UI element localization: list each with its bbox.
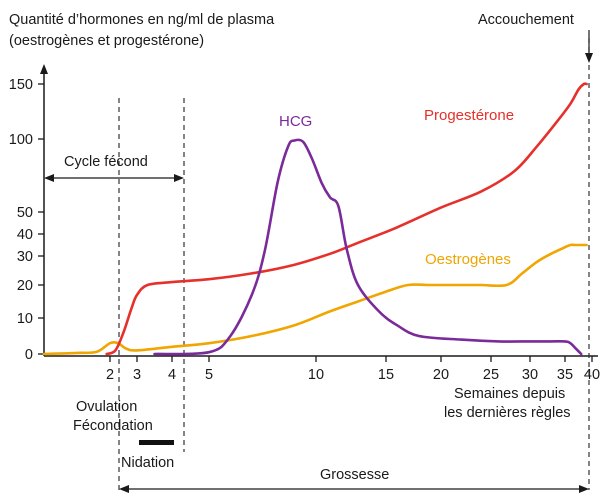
y-tick-label: 10 <box>17 311 33 327</box>
x-tick-label: 4 <box>168 367 176 383</box>
nidation-label: Nidation <box>121 455 174 471</box>
x-axis-label-line-2: les dernières règles <box>444 405 571 421</box>
cycle-fecond-label: Cycle fécond <box>64 154 148 170</box>
chart-title-line-2: (oestrogènes et progestérone) <box>9 33 204 49</box>
grossesse-arrow-right <box>579 485 589 493</box>
series-label-hcg: HCG <box>279 113 312 130</box>
series-lines <box>42 82 588 356</box>
axes <box>40 64 598 357</box>
nidation-bar <box>139 440 174 445</box>
y-tick-label: 30 <box>17 249 33 265</box>
series-label-progesterone: Progestérone <box>424 107 514 124</box>
chart-title-line-1: Quantité d’hormones en ng/ml de plasma <box>9 12 275 28</box>
cycle-fecond-arrow-left <box>44 174 54 182</box>
x-tick-label: 30 <box>522 367 538 383</box>
series-line-hcg <box>153 138 583 356</box>
x-tick-label: 10 <box>308 367 324 383</box>
x-tick-label: 40 <box>584 367 600 383</box>
y-tick-label: 0 <box>25 347 33 363</box>
x-tick-label: 25 <box>483 367 499 383</box>
x-tick-label: 5 <box>205 367 213 383</box>
x-tick-label: 20 <box>433 367 449 383</box>
x-axis-label-line-1: Semaines depuis <box>454 386 565 402</box>
y-tick-label: 50 <box>17 205 33 221</box>
delivery-arrow-head <box>585 53 593 63</box>
y-tick-label: 40 <box>17 227 33 243</box>
x-ticks: 2 3 4 5 10 15 20 25 30 35 40 <box>106 356 600 383</box>
series-label-oestrogenes: Oestrogènes <box>425 251 511 268</box>
y-axis-arrow <box>40 64 48 74</box>
y-ticks: 0 10 20 30 40 50 100 150 <box>9 77 44 363</box>
x-tick-label: 15 <box>378 367 394 383</box>
cycle-fecond-arrow-right <box>174 174 184 182</box>
x-tick-label: 35 <box>557 367 573 383</box>
grossesse-arrow-left <box>119 485 129 493</box>
fecondation-label: Fécondation <box>73 418 153 434</box>
series-line-progesterone <box>105 82 588 356</box>
x-tick-label: 2 <box>106 367 114 383</box>
accouchement-label: Accouchement <box>478 12 574 28</box>
y-tick-label: 20 <box>17 278 33 294</box>
grossesse-label: Grossesse <box>320 467 389 483</box>
x-tick-label: 3 <box>133 367 141 383</box>
y-tick-label: 150 <box>9 77 33 93</box>
ovulation-label: Ovulation <box>76 399 137 415</box>
series-line-oestrogenes <box>42 243 588 356</box>
y-tick-label: 100 <box>9 132 33 148</box>
